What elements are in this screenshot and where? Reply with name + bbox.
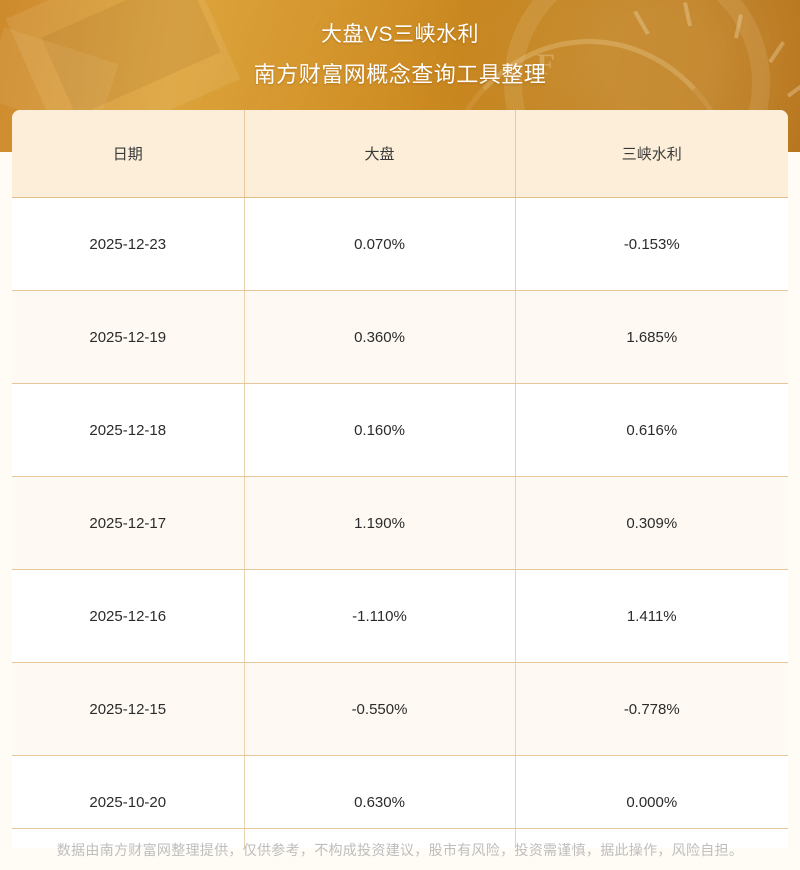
cell-index: 0.070% [244, 197, 516, 291]
column-header-date: 日期 [12, 110, 245, 198]
header-titles: 大盘VS三峡水利 南方财富网概念查询工具整理 [0, 20, 800, 92]
cell-date: 2025-12-17 [12, 476, 245, 570]
cell-date: 2025-10-20 [12, 755, 245, 848]
data-table-card: 日期 大盘 三峡水利 2025-12-23 0.070% -0.153% 202… [12, 110, 788, 848]
cell-date: 2025-12-23 [12, 197, 245, 291]
cell-stock: 1.411% [515, 569, 788, 663]
cell-date: 2025-12-15 [12, 662, 245, 756]
cell-stock: 0.000% [626, 793, 678, 811]
page-header-banner: F 大盘VS三峡水利 南方财富网概念查询工具整理 [0, 0, 800, 152]
table-row: 2025-12-18 0.160% 0.616% [12, 383, 788, 477]
table-row: 2025-12-16 -1.110% 1.411% [12, 569, 788, 663]
cell-stock: -0.153% [515, 197, 788, 291]
page-title: 大盘VS三峡水利 [320, 23, 479, 46]
cell-date: 2025-12-19 [12, 290, 245, 384]
cell-date: 2025-12-18 [12, 383, 245, 477]
gauge-f-label: F [536, 48, 555, 81]
table-row: 2025-10-20 0.630% 0.000% [12, 755, 788, 848]
footer-disclaimer: 数据由南方财富网整理提供，仅供参考，不构成投资建议，股市有风险，投资需谨慎，据此… [12, 828, 788, 860]
table-row: 2025-12-19 0.360% 1.685% [12, 290, 788, 384]
cell-index: -1.110% [244, 569, 516, 663]
column-header-stock: 三峡水利 [515, 110, 788, 198]
performance-comparison-table: 日期 大盘 三峡水利 2025-12-23 0.070% -0.153% 202… [12, 110, 788, 848]
cell-index: -0.550% [244, 662, 516, 756]
page-subtitle: 南方财富网概念查询工具整理 [253, 62, 547, 87]
table-header-row: 日期 大盘 三峡水利 [12, 110, 788, 198]
cell-index: 0.160% [244, 383, 516, 477]
cell-stock: -0.778% [515, 662, 788, 756]
table-body: 2025-12-23 0.070% -0.153% 2025-12-19 0.3… [12, 197, 788, 848]
table-row: 2025-12-15 -0.550% -0.778% [12, 662, 788, 756]
cell-stock: 1.685% [515, 290, 788, 384]
table-row: 2025-12-23 0.070% -0.153% [12, 197, 788, 291]
cell-date: 2025-12-16 [12, 569, 245, 663]
table-header: 日期 大盘 三峡水利 [12, 110, 788, 198]
cell-stock: 0.616% [515, 383, 788, 477]
cell-index: 1.190% [244, 476, 516, 570]
cell-stock: 0.309% [515, 476, 788, 570]
cell-index: 0.360% [244, 290, 516, 384]
cell-index: 0.630% [244, 755, 516, 848]
column-header-index: 大盘 [244, 110, 516, 198]
table-row: 2025-12-17 1.190% 0.309% [12, 476, 788, 570]
